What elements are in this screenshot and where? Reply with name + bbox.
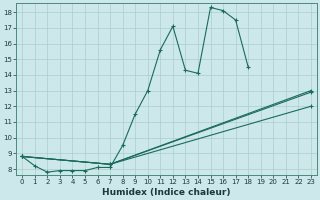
X-axis label: Humidex (Indice chaleur): Humidex (Indice chaleur) bbox=[102, 188, 231, 197]
